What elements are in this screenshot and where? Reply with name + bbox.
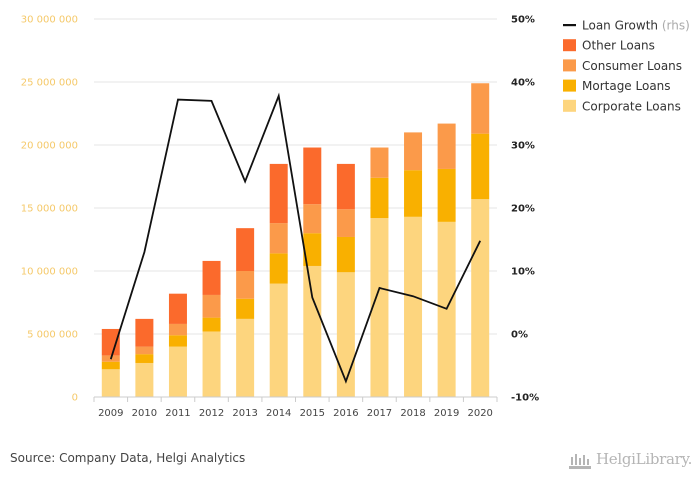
logo-text: HelgiLibrary. xyxy=(596,450,693,468)
bar-other-loans xyxy=(236,228,255,271)
legend-swatch-other-loans xyxy=(563,39,576,52)
bar-mortage-loans xyxy=(370,177,389,219)
bar-mortage-loans xyxy=(336,236,355,273)
bar-consumer-loans xyxy=(303,204,322,234)
legend-label-other-loans: Other Loans xyxy=(582,39,655,53)
bar-corporate-loans xyxy=(336,272,355,397)
bar-consumer-loans xyxy=(404,132,423,171)
bar-mortage-loans xyxy=(269,253,288,284)
bar-consumer-loans xyxy=(336,209,355,237)
x-tick-label: 2012 xyxy=(199,408,224,419)
legend-swatch-consumer-loans xyxy=(563,59,576,72)
bar-mortage-loans xyxy=(202,317,221,332)
bar-other-loans xyxy=(168,293,187,324)
source-note: Source: Company Data, Helgi Analytics xyxy=(10,451,246,465)
y-left-axis: 0 5 000 000 10 000 000 15 000 000 20 000 000… xyxy=(21,15,78,404)
y-right-tick-label: 40% xyxy=(511,78,535,89)
legend-swatch-loan-growth xyxy=(563,24,576,27)
bar-other-loans xyxy=(101,328,120,356)
bar-other-loans xyxy=(269,163,288,224)
bar-corporate-loans xyxy=(135,362,154,397)
bar-mortage-loans xyxy=(168,335,187,347)
bar-mortage-loans xyxy=(135,354,154,363)
bar-mortage-loans xyxy=(101,361,120,370)
y-right-tick-label: 30% xyxy=(511,141,535,152)
x-tick-label: 2014 xyxy=(266,408,291,419)
bar-other-loans xyxy=(303,147,322,205)
bar-mortage-loans xyxy=(404,170,423,217)
y-left-tick-label: 15 000 000 xyxy=(21,204,78,215)
bar-consumer-loans xyxy=(168,323,187,336)
bar-corporate-loans xyxy=(370,218,389,397)
bar-consumer-loans xyxy=(269,223,288,254)
legend-label-corporate-loans: Corporate Loans xyxy=(582,99,681,113)
legend-label-rhs: (rhs) xyxy=(662,19,690,33)
y-left-tick-label: 5 000 000 xyxy=(27,330,78,341)
y-right-tick-label: 10% xyxy=(511,267,535,278)
helgi-library-logo: HelgiLibrary. xyxy=(568,449,693,471)
y-right-tick-label: 50% xyxy=(511,15,535,26)
y-left-tick-label: 20 000 000 xyxy=(21,141,78,152)
library-building-icon xyxy=(569,454,591,469)
bar-corporate-loans xyxy=(202,331,221,397)
y-right-tick-label: 20% xyxy=(511,204,535,215)
x-tick-label: 2017 xyxy=(367,408,392,419)
y-right-axis: -10% 0% 10% 20% 30% 40% 50% xyxy=(511,15,539,404)
bar-other-loans xyxy=(135,318,154,347)
legend-swatch-mortage-loans xyxy=(563,79,576,92)
legend-label-loan-growth: Loan Growth (rhs) xyxy=(582,19,690,33)
bar-consumer-loans xyxy=(202,294,221,318)
bar-mortage-loans xyxy=(437,168,456,222)
bar-consumer-loans xyxy=(437,123,456,169)
bar-mortage-loans xyxy=(471,133,490,200)
legend-label-main: Loan Growth xyxy=(582,19,662,33)
legend-label-consumer-loans: Consumer Loans xyxy=(582,59,682,73)
bar-corporate-loans xyxy=(269,283,288,397)
bar-corporate-loans xyxy=(168,346,187,397)
legend-label-mortage-loans: Mortage Loans xyxy=(582,79,671,93)
x-tick-label: 2016 xyxy=(333,408,358,419)
y-right-tick-label: 0% xyxy=(511,330,528,341)
grid-lines xyxy=(94,18,497,398)
x-axis: 2009 2010 2011 2012 2013 2014 2015 2016 2017 2018… xyxy=(93,396,498,419)
bar-consumer-loans xyxy=(471,83,490,134)
y-right-tick-label: -10% xyxy=(511,393,539,404)
loan-growth-line xyxy=(109,92,482,384)
x-tick-label: 2009 xyxy=(98,408,123,419)
bar-corporate-loans xyxy=(471,199,490,397)
legend: Loan Growth (rhs) Other Loans Consumer Loa… xyxy=(563,19,690,113)
loan-growth-polyline xyxy=(109,92,482,384)
bar-mortage-loans xyxy=(303,233,322,266)
bar-mortage-loans xyxy=(236,298,255,319)
y-left-tick-label: 30 000 000 xyxy=(21,15,78,26)
bar-other-loans xyxy=(202,260,221,295)
x-tick-label: 2020 xyxy=(467,408,492,419)
y-left-tick-label: 0 xyxy=(72,393,78,404)
x-tick-label: 2011 xyxy=(165,408,190,419)
bar-consumer-loans xyxy=(370,147,389,178)
x-tick-label: 2018 xyxy=(400,408,425,419)
x-tick-label: 2013 xyxy=(232,408,257,419)
bar-corporate-loans xyxy=(101,369,120,397)
bar-other-loans xyxy=(336,163,355,210)
y-left-tick-label: 10 000 000 xyxy=(21,267,78,278)
legend-swatch-corporate-loans xyxy=(563,99,576,112)
stacked-bars xyxy=(101,83,490,397)
bar-corporate-loans xyxy=(404,216,423,397)
y-left-tick-label: 25 000 000 xyxy=(21,78,78,89)
bar-corporate-loans xyxy=(303,265,322,397)
bar-consumer-loans xyxy=(135,346,154,355)
bar-consumer-loans xyxy=(236,271,255,299)
x-tick-label: 2019 xyxy=(434,408,459,419)
x-tick-label: 2015 xyxy=(300,408,325,419)
x-tick-label: 2010 xyxy=(132,408,157,419)
bar-corporate-loans xyxy=(236,318,255,397)
